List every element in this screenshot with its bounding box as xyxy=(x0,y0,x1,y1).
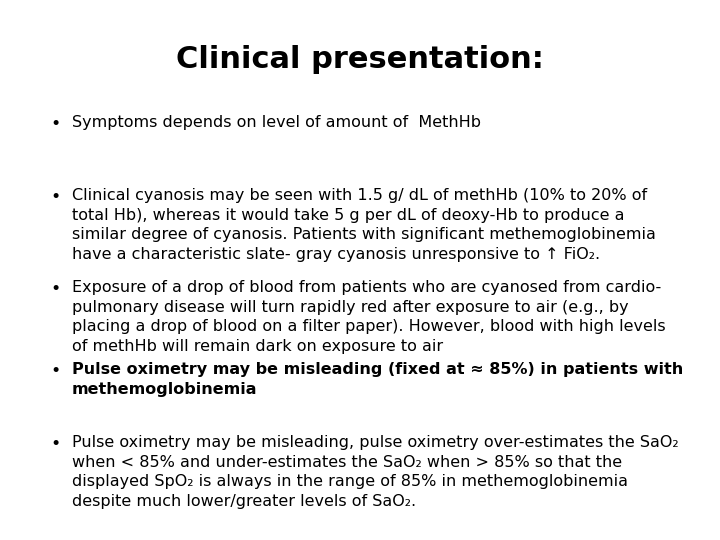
Text: Pulse oximetry may be misleading (fixed at ≈ 85%) in patients with
methemoglobin: Pulse oximetry may be misleading (fixed … xyxy=(72,362,683,396)
Text: Clinical presentation:: Clinical presentation: xyxy=(176,45,544,74)
Text: •: • xyxy=(50,362,60,380)
Text: •: • xyxy=(50,115,60,133)
Text: Clinical cyanosis may be seen with 1.5 g/ dL of methHb (10% to 20% of
total Hb),: Clinical cyanosis may be seen with 1.5 g… xyxy=(72,188,656,262)
Text: •: • xyxy=(50,435,60,453)
Text: Symptoms depends on level of amount of  MethHb: Symptoms depends on level of amount of M… xyxy=(72,115,481,130)
Text: Pulse oximetry may be misleading, pulse oximetry over-estimates the SaO₂
when < : Pulse oximetry may be misleading, pulse … xyxy=(72,435,679,509)
Text: •: • xyxy=(50,280,60,298)
Text: •: • xyxy=(50,188,60,206)
Text: Exposure of a drop of blood from patients who are cyanosed from cardio-
pulmonar: Exposure of a drop of blood from patient… xyxy=(72,280,665,354)
